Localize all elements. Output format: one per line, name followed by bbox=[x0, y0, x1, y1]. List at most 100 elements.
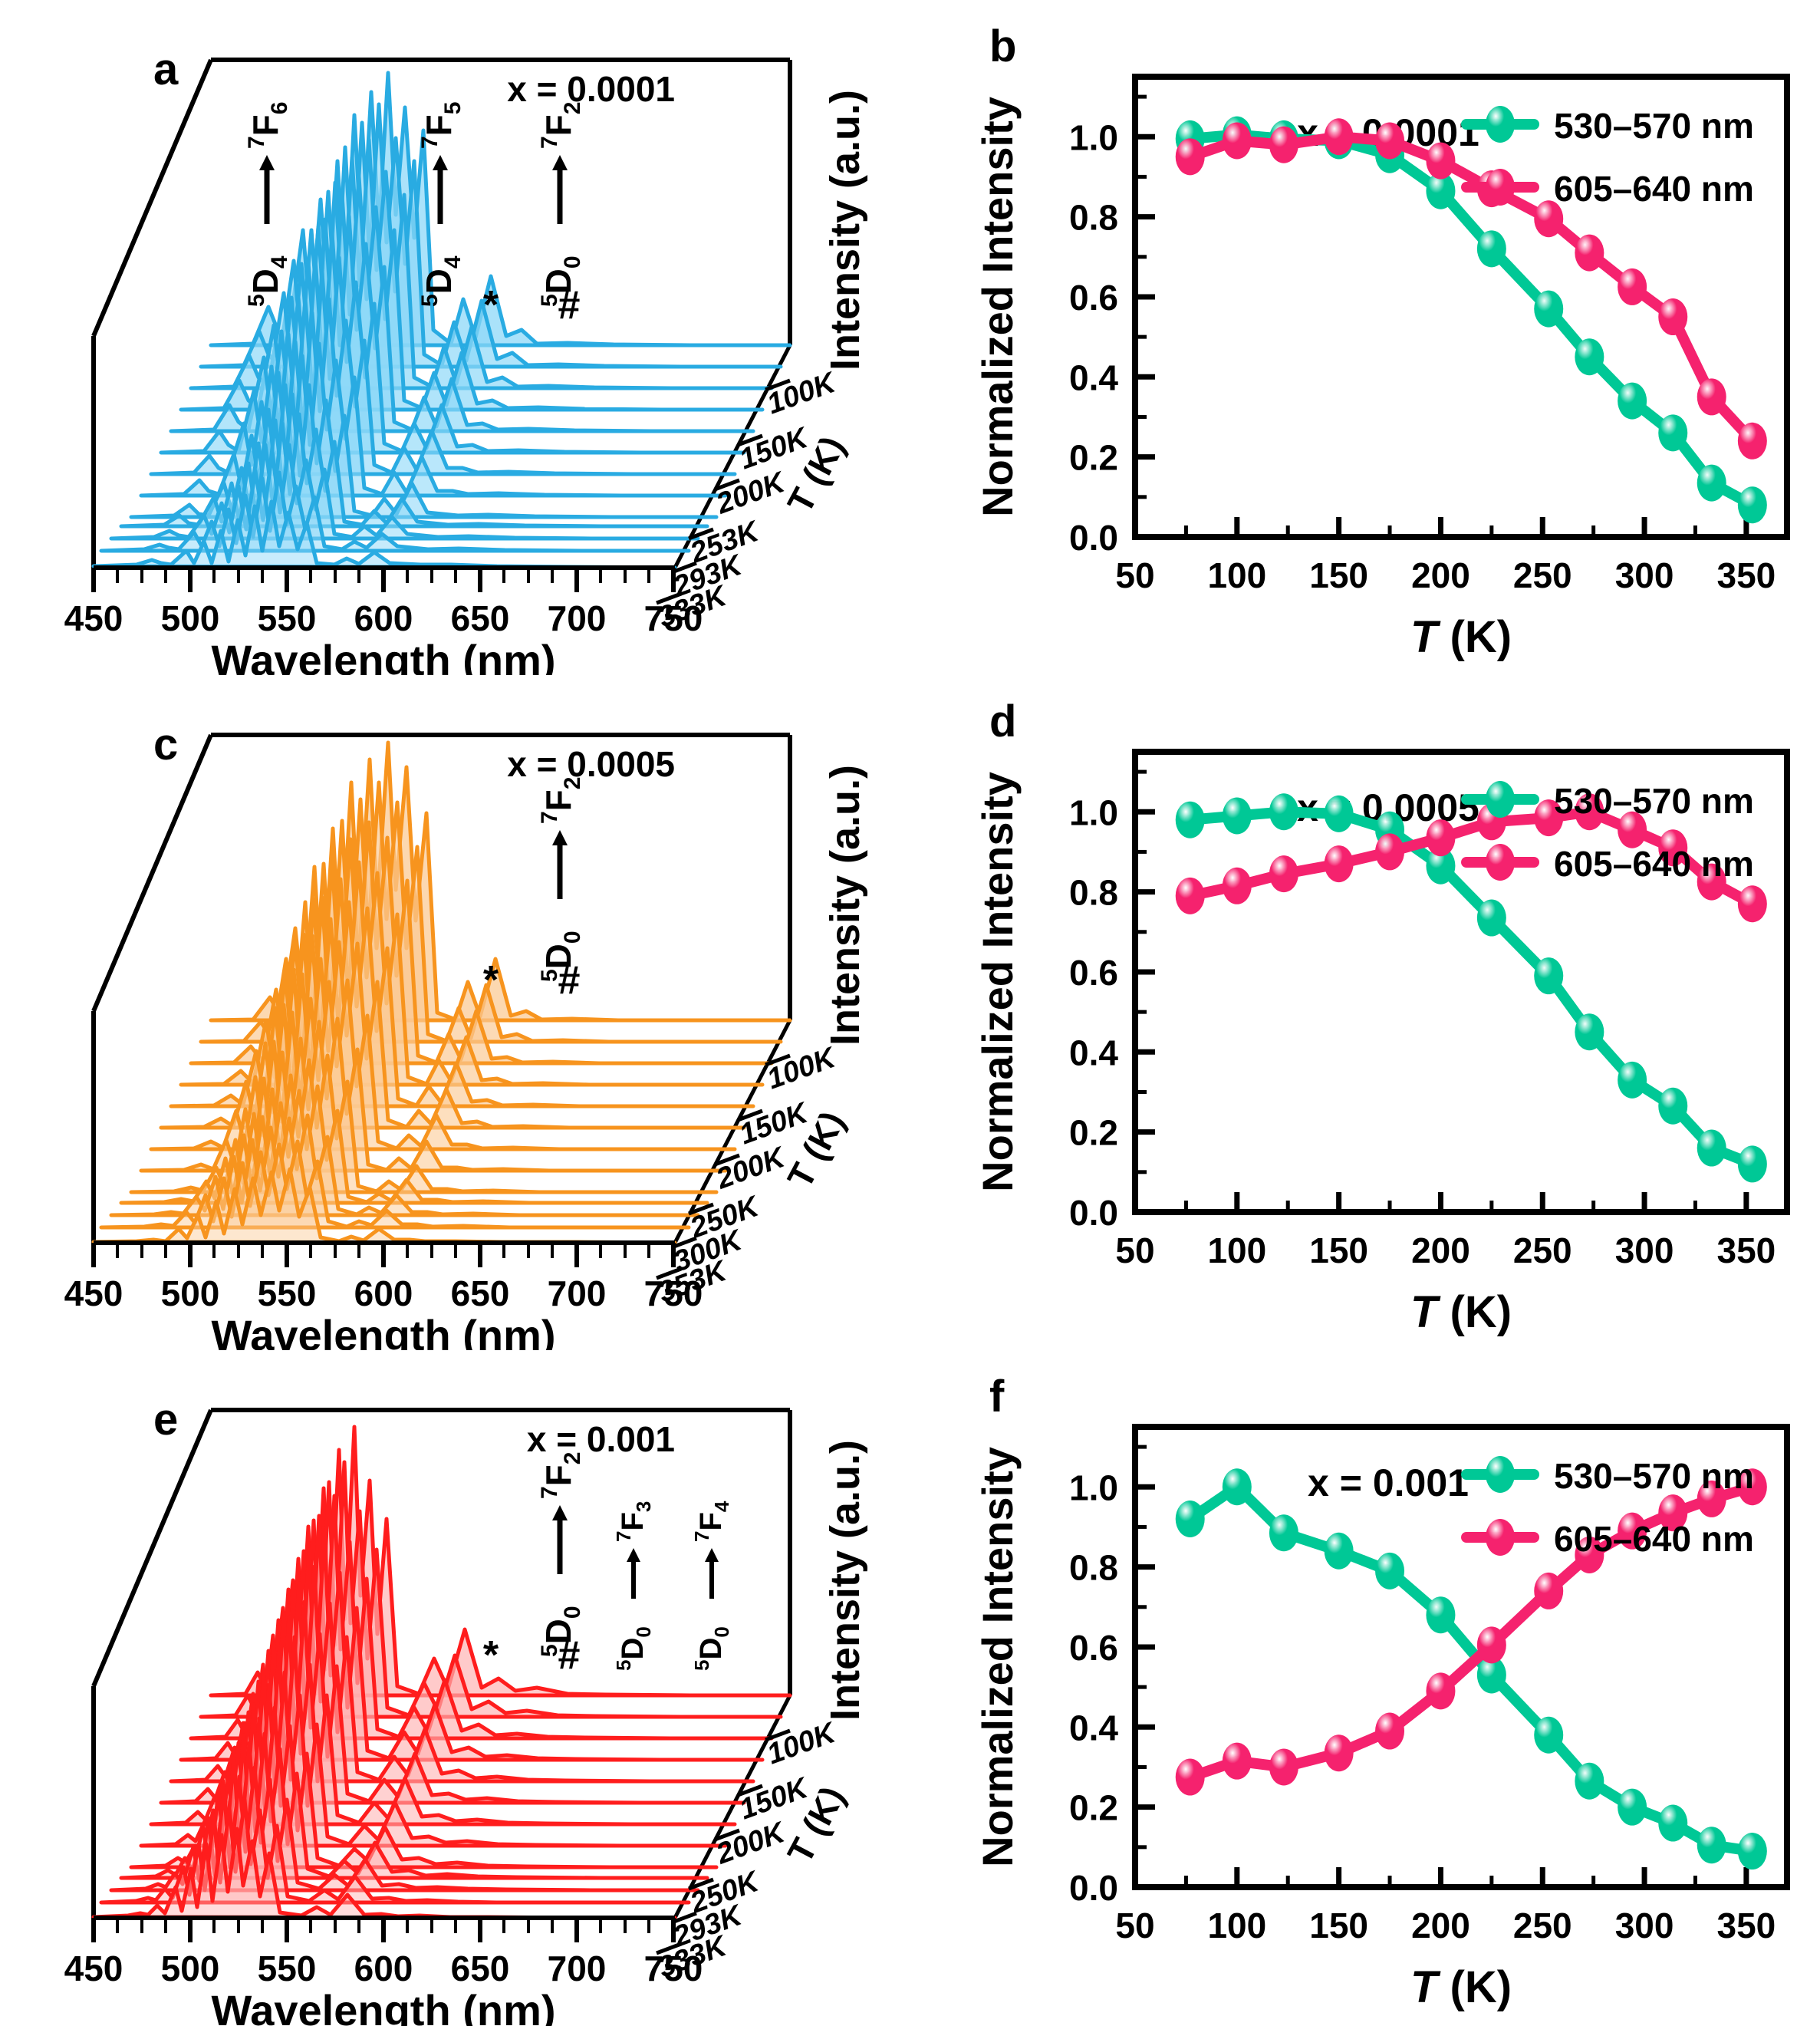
data-point[interactable] bbox=[1737, 486, 1767, 524]
data-point[interactable] bbox=[1269, 793, 1298, 831]
data-point[interactable] bbox=[1269, 126, 1298, 163]
data-point[interactable] bbox=[1618, 1788, 1647, 1826]
data-point[interactable] bbox=[1476, 1626, 1506, 1664]
data-point[interactable] bbox=[1534, 290, 1564, 328]
data-point[interactable] bbox=[1534, 957, 1564, 995]
data-point[interactable] bbox=[1737, 1468, 1767, 1506]
data-point[interactable] bbox=[1575, 1762, 1604, 1800]
ytick-label: 0.4 bbox=[1069, 357, 1118, 397]
data-point[interactable] bbox=[1426, 172, 1456, 209]
data-point[interactable] bbox=[1575, 338, 1604, 376]
panel-a-marker-hash: # bbox=[558, 283, 581, 328]
plot-frame bbox=[1132, 749, 1790, 1215]
xtick-label: 550 bbox=[258, 598, 317, 638]
data-point[interactable] bbox=[1534, 1572, 1564, 1609]
data-point[interactable] bbox=[1658, 1494, 1688, 1532]
xtick-label: 550 bbox=[258, 1949, 317, 1988]
data-point[interactable] bbox=[1269, 1514, 1298, 1552]
data-point[interactable] bbox=[1737, 1145, 1767, 1183]
legend-item-2[interactable]: 605–640 nm bbox=[1461, 169, 1754, 209]
legend-item-2[interactable]: 605–640 nm bbox=[1461, 844, 1754, 884]
data-point[interactable] bbox=[1575, 1013, 1604, 1051]
data-point[interactable] bbox=[1618, 1512, 1647, 1550]
data-point[interactable] bbox=[1324, 1532, 1354, 1570]
data-point[interactable] bbox=[1222, 1742, 1252, 1780]
xtick-label: 450 bbox=[64, 598, 123, 638]
data-point[interactable] bbox=[1175, 877, 1205, 914]
data-point[interactable] bbox=[1222, 867, 1252, 904]
data-point[interactable] bbox=[1324, 795, 1354, 832]
data-point[interactable] bbox=[1737, 422, 1767, 460]
data-point[interactable] bbox=[1618, 1061, 1647, 1099]
data-point[interactable] bbox=[1575, 234, 1604, 272]
legend-item-1[interactable]: 530–570 nm bbox=[1461, 106, 1754, 146]
xtick-label: 700 bbox=[548, 1273, 607, 1313]
data-point[interactable] bbox=[1476, 230, 1506, 268]
y-axis-label: Normalized Intensity bbox=[973, 1447, 1022, 1867]
data-point[interactable] bbox=[1697, 464, 1726, 502]
legend-item-2[interactable]: 605–640 nm bbox=[1461, 1519, 1754, 1559]
data-point[interactable] bbox=[1697, 1480, 1726, 1517]
data-point[interactable] bbox=[1426, 142, 1456, 180]
data-point[interactable] bbox=[1375, 833, 1405, 871]
legend-item-1[interactable]: 530–570 nm bbox=[1461, 781, 1754, 821]
data-point[interactable] bbox=[1426, 1596, 1456, 1634]
data-point[interactable] bbox=[1222, 797, 1252, 835]
data-point[interactable] bbox=[1618, 811, 1647, 848]
data-point[interactable] bbox=[1375, 1712, 1405, 1750]
plot-frame bbox=[1132, 74, 1790, 540]
data-point[interactable] bbox=[1269, 855, 1298, 893]
data-point[interactable] bbox=[1426, 819, 1456, 857]
data-point[interactable] bbox=[1476, 1656, 1506, 1694]
data-point[interactable] bbox=[1175, 138, 1205, 176]
data-point[interactable] bbox=[1658, 414, 1688, 452]
xtick-label: 500 bbox=[161, 1273, 220, 1313]
panel-f: f 0.0 0.2 0.4 0.6 0.8 1.0 50 100 150 200 250 300 350… bbox=[905, 1350, 1820, 2026]
y-axis-label: Normalized Intensity bbox=[973, 97, 1022, 517]
data-point[interactable] bbox=[1697, 378, 1726, 416]
data-point[interactable] bbox=[1697, 863, 1726, 901]
data-point[interactable] bbox=[1375, 1552, 1405, 1590]
data-point[interactable] bbox=[1697, 1129, 1726, 1167]
data-point[interactable] bbox=[1737, 1833, 1767, 1870]
data-point[interactable] bbox=[1575, 793, 1604, 831]
panel-c-ylabel: Intensity (a.u.) bbox=[822, 765, 868, 1046]
data-point[interactable] bbox=[1222, 122, 1252, 160]
data-point[interactable] bbox=[1534, 1716, 1564, 1754]
xtick-label: 300 bbox=[1615, 1906, 1674, 1945]
data-point[interactable] bbox=[1175, 801, 1205, 838]
data-point[interactable] bbox=[1222, 1468, 1252, 1506]
data-point[interactable] bbox=[1658, 1804, 1688, 1842]
panel-d: d 0.0 0.2 0.4 0.6 0.8 1.0 50 100 150 200 250 300 350… bbox=[905, 675, 1820, 1350]
data-point[interactable] bbox=[1737, 885, 1767, 923]
data-point[interactable] bbox=[1426, 1672, 1456, 1710]
panel-c-x-annotation: x = 0.0005 bbox=[507, 744, 675, 784]
data-point[interactable] bbox=[1426, 847, 1456, 885]
data-point[interactable] bbox=[1476, 899, 1506, 937]
data-point[interactable] bbox=[1375, 122, 1405, 160]
legend-item-1[interactable]: 530–570 nm bbox=[1461, 1456, 1754, 1496]
data-point[interactable] bbox=[1658, 1087, 1688, 1125]
xtick-label: 300 bbox=[1615, 1230, 1674, 1270]
ytick-label: 0.2 bbox=[1069, 1113, 1118, 1153]
data-point[interactable] bbox=[1618, 382, 1647, 420]
data-point[interactable] bbox=[1658, 829, 1688, 867]
data-point[interactable] bbox=[1175, 1501, 1205, 1537]
data-point[interactable] bbox=[1534, 799, 1564, 837]
data-point[interactable] bbox=[1534, 200, 1564, 238]
data-point[interactable] bbox=[1658, 298, 1688, 336]
ytick-label: 1.0 bbox=[1069, 1468, 1118, 1507]
panel-c: c bbox=[0, 675, 905, 1350]
panel-a-xticklabels: 450 500 550 600 650 700 750 bbox=[64, 598, 703, 638]
legend-label: 530–570 nm bbox=[1554, 106, 1754, 146]
data-point[interactable] bbox=[1324, 118, 1354, 156]
data-point[interactable] bbox=[1324, 1734, 1354, 1772]
data-point[interactable] bbox=[1269, 1748, 1298, 1786]
data-point[interactable] bbox=[1575, 1536, 1604, 1573]
data-point[interactable] bbox=[1175, 1758, 1205, 1796]
data-point[interactable] bbox=[1618, 268, 1647, 305]
xtick-label: 150 bbox=[1309, 1230, 1368, 1270]
data-point[interactable] bbox=[1697, 1827, 1726, 1864]
data-point[interactable] bbox=[1324, 845, 1354, 883]
legend-marker bbox=[1486, 169, 1515, 206]
